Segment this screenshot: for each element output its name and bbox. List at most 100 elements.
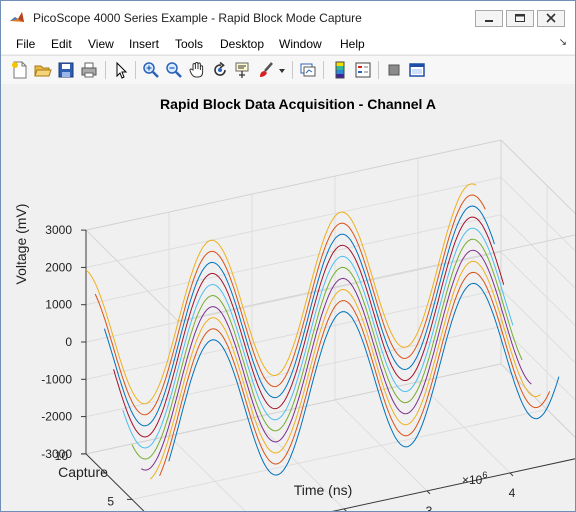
grid-line	[500, 363, 575, 438]
menu-view[interactable]: View	[88, 37, 114, 51]
hide-plot-tools-icon[interactable]	[385, 61, 403, 79]
series-lines	[85, 183, 560, 480]
menu-bar: File Edit View Insert Tools Desktop Wind…	[1, 34, 575, 54]
series-line-capture-10	[85, 183, 477, 405]
menu-tools[interactable]: Tools	[175, 37, 204, 51]
toolbar-separator	[378, 61, 379, 79]
z-tick-label: 0	[65, 335, 72, 349]
grid-line	[332, 458, 575, 511]
x-exponent-base: ×10	[462, 473, 483, 487]
axis-box-edge	[85, 139, 502, 231]
grid-line	[500, 363, 575, 438]
minimize-icon	[485, 20, 493, 22]
insert-legend-icon[interactable]	[354, 61, 372, 79]
z-tick-label: -3000	[41, 447, 72, 461]
grid-line	[500, 177, 575, 252]
z-tick-label: 1000	[45, 298, 72, 312]
grid-line	[85, 288, 502, 380]
series-line-capture-8	[103, 205, 495, 427]
matlab-logo-icon	[9, 10, 25, 26]
x-exponent-label: ×106	[462, 470, 487, 487]
insert-colorbar-icon[interactable]	[331, 61, 349, 79]
grid-line	[85, 214, 502, 306]
axis-box-edge	[500, 363, 575, 438]
figure-toolbar	[1, 55, 575, 85]
z-tick-label: -1000	[41, 372, 72, 386]
menu-help[interactable]: Help	[340, 37, 365, 51]
title-bar[interactable]: PicoScope 4000 Series Example - Rapid Bl…	[1, 1, 575, 34]
series-line-capture-1	[168, 282, 560, 476]
series-line-capture-5	[131, 238, 523, 460]
grid-line	[131, 408, 548, 500]
z-tick-label: 3000	[45, 223, 72, 237]
y-tick-label: 5	[107, 494, 114, 508]
grid-line	[85, 176, 502, 268]
series-line-capture-3	[150, 260, 541, 480]
series-line-capture-9	[94, 194, 486, 416]
zoom-out-icon[interactable]	[165, 61, 183, 79]
brush-icon[interactable]	[257, 61, 275, 79]
y-axis-line	[85, 453, 145, 511]
tick-mark	[343, 508, 347, 511]
print-icon[interactable]	[80, 61, 98, 79]
menu-edit[interactable]: Edit	[51, 37, 72, 51]
chart-title: Rapid Block Data Acquisition - Channel A	[160, 96, 436, 112]
grid-line	[168, 435, 246, 511]
toolbar-separator	[135, 61, 136, 79]
data-cursor-icon[interactable]	[234, 61, 252, 79]
rotate-3d-icon[interactable]	[211, 61, 229, 79]
axis-box-edge	[85, 229, 179, 322]
z-tick-label: 2000	[45, 260, 72, 274]
window-title: PicoScope 4000 Series Example - Rapid Bl…	[33, 11, 362, 25]
edit-plot-arrow-icon[interactable]	[112, 61, 130, 79]
series-line-capture-7	[113, 216, 505, 438]
menu-desktop[interactable]: Desktop	[220, 37, 265, 51]
menu-insert[interactable]: Insert	[129, 37, 160, 51]
axis-box-edge	[500, 139, 575, 214]
y-axis-label: Capture	[58, 464, 108, 480]
series-line-capture-2	[159, 271, 551, 477]
grid-line	[85, 251, 502, 343]
tick-mark	[509, 472, 514, 477]
brush-dropdown-icon[interactable]	[278, 61, 286, 79]
open-file-icon[interactable]	[34, 61, 52, 79]
grid-line	[500, 214, 575, 289]
pan-hand-icon[interactable]	[188, 61, 206, 79]
close-icon	[546, 13, 556, 23]
zoom-in-icon[interactable]	[142, 61, 160, 79]
menu-file[interactable]: File	[16, 37, 36, 51]
grid-line	[500, 326, 575, 401]
maximize-button[interactable]	[506, 10, 534, 27]
new-figure-icon[interactable]	[11, 61, 29, 79]
x-exponent-power: 6	[482, 470, 487, 480]
y-tick-label: 10	[55, 449, 69, 463]
x-axis-label: Time (ns)	[294, 482, 353, 498]
x-tick-label: 3	[426, 504, 433, 511]
show-plot-tools-icon[interactable]	[408, 61, 426, 79]
grid-line	[85, 453, 145, 511]
grid-line	[500, 288, 575, 364]
grid-line	[500, 139, 575, 214]
axis-box-edge	[85, 363, 502, 455]
save-icon[interactable]	[57, 61, 75, 79]
toolbar-separator	[105, 61, 106, 79]
toolbar-separator	[323, 61, 324, 79]
x-axis-line	[331, 458, 575, 511]
menu-window[interactable]: Window	[279, 37, 322, 51]
close-button[interactable]	[537, 10, 565, 27]
axis-box-edge	[177, 234, 575, 322]
link-plot-icon[interactable]	[299, 61, 317, 79]
toolbar-separator	[292, 61, 293, 79]
series-line-capture-6	[122, 227, 514, 449]
series-line-capture-4	[140, 249, 532, 471]
z-axis-label: Voltage (mV)	[13, 204, 29, 285]
x-tick-label: 4	[509, 486, 516, 500]
minimize-button[interactable]	[475, 10, 503, 27]
grid-line	[85, 326, 502, 418]
maximize-icon	[515, 14, 525, 22]
dock-arrow-icon[interactable]: ↘	[558, 37, 567, 48]
